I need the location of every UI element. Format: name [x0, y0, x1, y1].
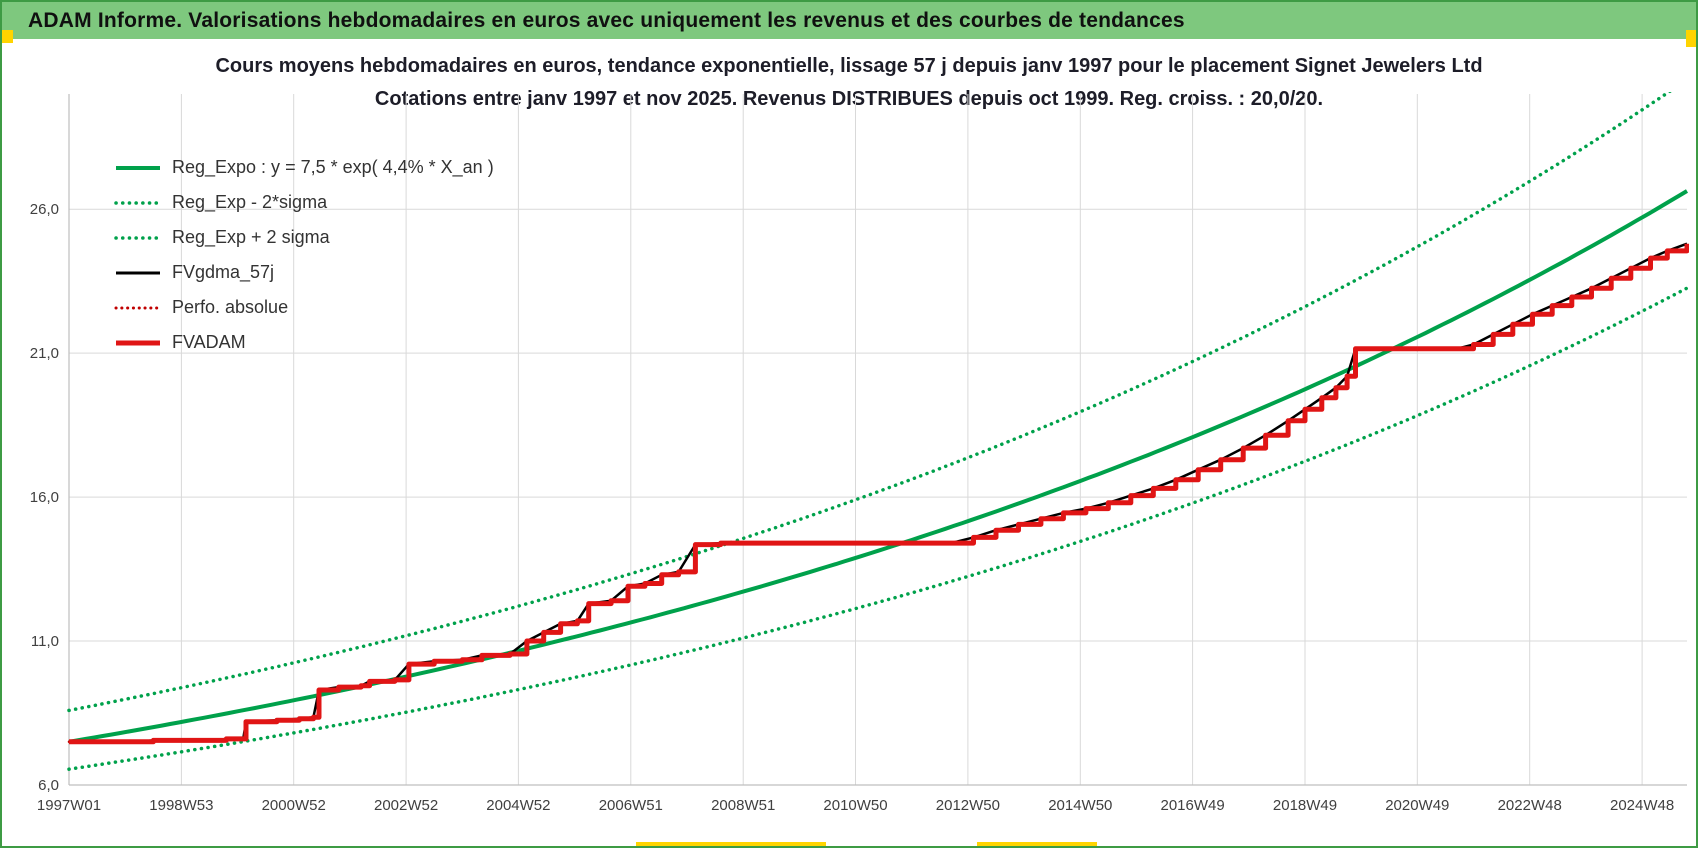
series-fvadam — [69, 243, 1689, 745]
chart-legend: Reg_Expo : y = 7,5 * exp( 4,4% * X_an ) R… — [114, 150, 494, 360]
legend-swatch — [116, 340, 160, 345]
selection-accent-top-left — [2, 30, 13, 43]
x-tick-label: 2010W50 — [823, 797, 887, 814]
legend-item: FVADAM — [114, 325, 494, 360]
selection-accent-top-right — [1686, 30, 1696, 47]
legend-swatch — [116, 271, 160, 274]
x-tick-label: 2024W48 — [1610, 797, 1674, 814]
x-tick-label: 2008W51 — [711, 797, 775, 814]
report-header-title: ADAM Informe. Valorisations hebdomadaire… — [28, 8, 1185, 32]
y-tick-label: 11,0 — [31, 633, 59, 650]
legend-swatch — [114, 306, 162, 309]
legend-item: Reg_Exp + 2 sigma — [114, 220, 494, 255]
legend-swatch — [114, 200, 162, 205]
chart-subtitle: Cotations entre janv 1997 et nov 2025. R… — [374, 88, 1324, 110]
legend-swatch — [116, 165, 160, 170]
x-tick-label: 2004W52 — [486, 797, 550, 814]
legend-item: Reg_Exp - 2*sigma — [114, 185, 494, 220]
y-tick-label: 6,0 — [38, 777, 59, 794]
x-tick-label: 1998W53 — [149, 797, 213, 814]
legend-label: Reg_Expo : y = 7,5 * exp( 4,4% * X_an ) — [172, 157, 494, 177]
x-tick-label: 2018W49 — [1273, 797, 1337, 814]
series-reg-exp-2-sigma — [67, 286, 1689, 771]
x-tick-label: 2020W49 — [1385, 797, 1449, 814]
legend-item: Reg_Expo : y = 7,5 * exp( 4,4% * X_an ) — [114, 150, 494, 185]
x-tick-label: 2016W49 — [1160, 797, 1224, 814]
y-tick-label: 21,0 — [30, 345, 59, 362]
x-tick-label: 2022W48 — [1498, 797, 1562, 814]
report-header-bar: ADAM Informe. Valorisations hebdomadaire… — [2, 2, 1696, 39]
chart-title: Cours moyens hebdomadaires en euros, ten… — [215, 55, 1483, 77]
legend-swatch — [114, 235, 162, 240]
y-tick-label: 16,0 — [30, 489, 59, 506]
x-tick-label: 2000W52 — [262, 797, 326, 814]
x-tick-label: 2012W50 — [936, 797, 1000, 814]
selection-accent-bottom-1 — [636, 842, 826, 846]
legend-item: Perfo. absolue — [114, 290, 494, 325]
legend-item: FVgdma_57j — [114, 255, 494, 290]
legend-label: Reg_Exp + 2 sigma — [172, 227, 330, 247]
selection-accent-bottom-2 — [977, 842, 1097, 846]
series-group — [67, 92, 1689, 771]
legend-label: Perfo. absolue — [172, 297, 289, 317]
legend-label: Reg_Exp - 2*sigma — [172, 192, 328, 212]
x-tick-label: 1997W01 — [37, 797, 101, 814]
legend-label: FVgdma_57j — [172, 262, 275, 282]
x-tick-label: 2006W51 — [599, 797, 663, 814]
x-tick-label: 2014W50 — [1048, 797, 1112, 814]
series-reg-exp-2-sigma — [67, 92, 1672, 713]
x-tick-label: 2002W52 — [374, 797, 438, 814]
axis-labels: 6,0 11,0 16,0 21,0 26,0 1997W01 1998W53 2000W52… — [30, 201, 1674, 814]
legend-label: FVADAM — [172, 332, 246, 352]
y-tick-label: 26,0 — [30, 201, 59, 218]
